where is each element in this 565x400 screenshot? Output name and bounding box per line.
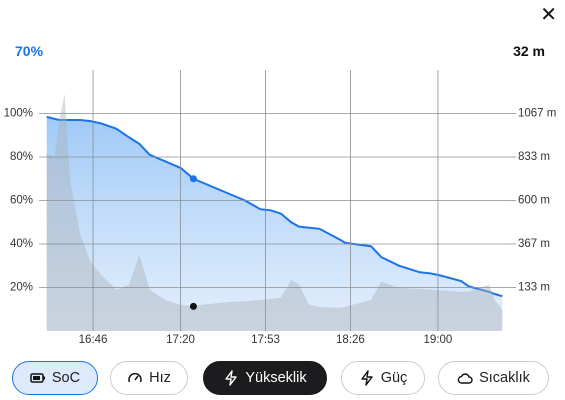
tab-label: Hız xyxy=(149,370,171,386)
tab-label: Güç xyxy=(380,370,408,386)
y-tick-label: 100% xyxy=(4,108,33,120)
tab-label: Yükseklik xyxy=(245,370,307,386)
elevation-readout: 32 m xyxy=(513,43,545,59)
elevation-marker xyxy=(189,302,197,310)
y2-tick-label: 133 m xyxy=(518,282,550,294)
soc-marker xyxy=(189,175,197,183)
soc-readout: 70% xyxy=(15,43,44,59)
close-button[interactable]: ✕ xyxy=(540,4,557,26)
x-tick-label: 16:46 xyxy=(79,334,108,346)
tab-soc[interactable]: SoC xyxy=(12,361,98,395)
tab-label: SoC xyxy=(51,370,81,386)
x-tick-label: 19:00 xyxy=(424,334,453,346)
y2-tick-label: 1067 m xyxy=(518,107,556,119)
cloud-icon xyxy=(457,373,473,384)
y2-tick-label: 600 m xyxy=(518,195,550,207)
battery-icon xyxy=(30,373,45,383)
y2-tick-label: 367 m xyxy=(518,238,550,250)
y2-tick-label: 833 m xyxy=(518,151,550,163)
tab-bar: SoC Hız Yükseklik Güç Sıcaklık xyxy=(0,361,565,399)
tab-speed[interactable]: Hız xyxy=(110,361,188,395)
chart: 20% 40% 60% 80% 100% 133 m 367 m 600 m 833 m 1067… xyxy=(4,70,556,346)
y-tick-label: 20% xyxy=(10,282,33,294)
tab-temperature[interactable]: Sıcaklık xyxy=(438,361,549,395)
elevation-area xyxy=(46,93,503,331)
x-tick-label: 17:20 xyxy=(166,334,195,346)
x-tick-label: 18:26 xyxy=(336,334,365,346)
bolt-icon xyxy=(361,370,373,386)
y-tick-label: 60% xyxy=(10,195,33,207)
soc-area xyxy=(46,116,503,331)
tab-power[interactable]: Güç xyxy=(341,361,425,395)
x-tick-label: 17:53 xyxy=(251,334,280,346)
y-tick-label: 40% xyxy=(10,238,33,250)
tab-elevation[interactable]: Yükseklik xyxy=(203,361,327,395)
y-tick-label: 80% xyxy=(10,151,33,163)
bolt-icon xyxy=(225,370,238,386)
tab-label: Sıcaklık xyxy=(479,370,530,386)
gauge-icon xyxy=(128,372,142,383)
